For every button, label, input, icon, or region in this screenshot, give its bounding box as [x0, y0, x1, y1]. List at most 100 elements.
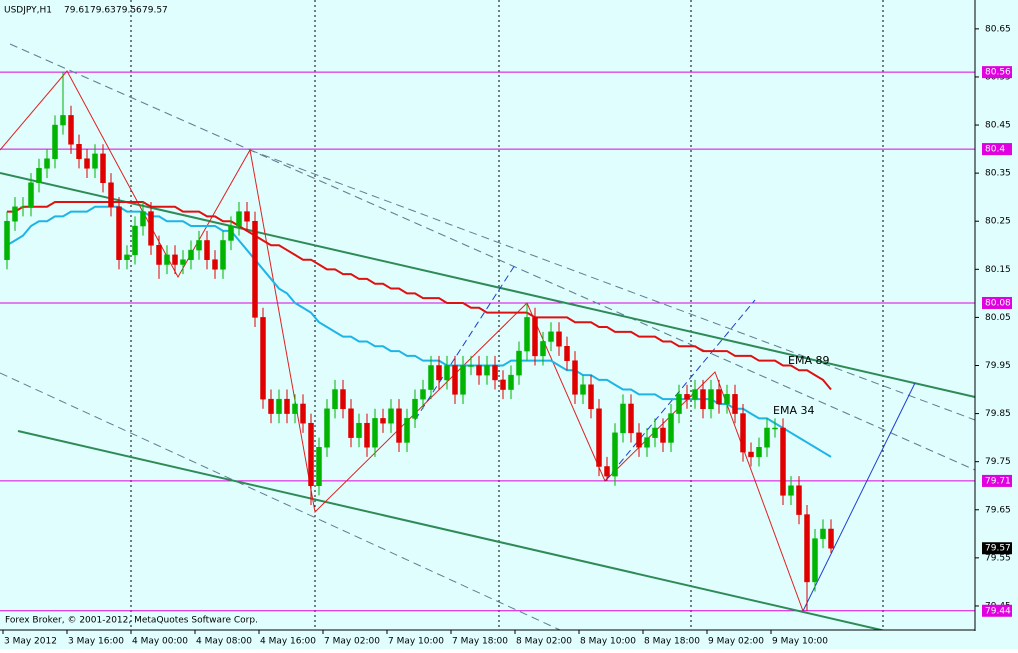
y-tick-label: 80.25	[985, 217, 1011, 227]
candle-body	[300, 403, 306, 424]
candle-body	[332, 389, 338, 410]
price-label-bg	[982, 143, 1012, 156]
candle-body	[724, 394, 730, 405]
candle-body	[524, 317, 530, 352]
candle-body	[612, 432, 618, 477]
candle-body	[132, 225, 138, 256]
candle-body	[404, 418, 410, 443]
y-tick-label: 80.05	[985, 313, 1011, 323]
candle-body	[148, 211, 154, 246]
candle-body	[740, 413, 746, 453]
ohlc-low: 79.56	[116, 6, 142, 16]
candle-body	[700, 389, 706, 410]
candle-body	[540, 341, 546, 357]
x-tick-label: 4 May 08:00	[196, 637, 252, 647]
candle-body	[316, 447, 322, 486]
x-tick-label: 4 May 16:00	[260, 637, 316, 647]
candle-body	[492, 365, 498, 381]
candle-body	[308, 422, 314, 486]
candle-body	[284, 398, 290, 414]
candle-body	[380, 418, 386, 424]
candle-body	[564, 346, 570, 361]
candle-body	[244, 211, 250, 222]
candle-body	[220, 240, 226, 270]
candle-body	[668, 413, 674, 443]
price-axis-bg	[975, 0, 1018, 649]
candle-body	[156, 245, 162, 265]
channel-dashed	[9, 43, 976, 471]
candle-body	[108, 182, 114, 208]
candle-body	[444, 365, 450, 381]
candle-body	[372, 418, 378, 448]
x-tick-label: 9 May 02:00	[708, 637, 764, 647]
candle-body	[764, 427, 770, 448]
projection-dashed	[604, 299, 756, 482]
candle-body	[732, 394, 738, 414]
candle-body	[228, 225, 234, 241]
candle-body	[500, 379, 506, 390]
x-tick-label: 4 May 00:00	[132, 637, 188, 647]
candle-body	[276, 398, 282, 414]
candle-body	[52, 124, 58, 159]
candle-body	[268, 398, 274, 414]
candle-body	[572, 360, 578, 395]
x-tick-label: 3 May 2012	[4, 637, 57, 647]
candle-body	[388, 408, 394, 424]
candle-body	[644, 437, 650, 448]
y-tick-label: 80.35	[985, 169, 1011, 179]
candle-body	[324, 408, 330, 448]
candle-body	[44, 158, 50, 169]
y-tick-label: 79.75	[985, 457, 1011, 467]
y-tick-label: 79.95	[985, 361, 1011, 371]
candle-body	[116, 206, 122, 260]
trend-line	[0, 172, 976, 398]
candle-body	[820, 528, 826, 539]
candle-body	[292, 403, 298, 414]
candle-body	[92, 153, 98, 169]
candle-body	[68, 115, 74, 145]
candle-body	[596, 408, 602, 467]
candle-body	[828, 528, 834, 549]
y-tick-label: 80.45	[985, 121, 1011, 131]
ohlc-high: 79.63	[90, 6, 116, 16]
candle-body	[436, 365, 442, 381]
x-tick-label: 7 May 02:00	[324, 637, 380, 647]
candle-body	[748, 451, 754, 458]
symbol: USDJPY,H1	[4, 6, 52, 16]
x-tick-label: 8 May 18:00	[644, 637, 700, 647]
candle-body	[76, 144, 82, 159]
price-label: 80.4	[985, 145, 1005, 155]
candle-body	[548, 331, 554, 342]
channel-dashed	[249, 149, 976, 421]
candle-body	[636, 432, 642, 448]
candle-body	[124, 254, 130, 260]
x-tick-label: 9 May 10:00	[772, 637, 828, 647]
price-label-bg	[982, 66, 1012, 79]
price-label: 79.71	[985, 476, 1011, 486]
ema-label: EMA 34	[773, 404, 814, 417]
candle-body	[20, 206, 26, 209]
candle-body	[260, 317, 266, 400]
candle-body	[452, 365, 458, 395]
y-tick-label: 79.55	[985, 553, 1011, 563]
candle-body	[468, 365, 474, 367]
candle-body	[84, 158, 90, 169]
candle-body	[772, 427, 778, 430]
candle-body	[428, 365, 434, 390]
candle-body	[588, 384, 594, 410]
y-tick-label: 80.65	[985, 24, 1011, 34]
candle-body	[356, 422, 362, 438]
candle-body	[460, 365, 466, 395]
candle-body	[684, 394, 690, 400]
candle-body	[212, 259, 218, 270]
axes: 80.6580.5580.4580.3580.2580.1580.0579.95…	[2, 24, 1012, 647]
candle-body	[340, 389, 346, 410]
current-price-bg	[982, 542, 1012, 555]
y-tick-label: 79.65	[985, 505, 1011, 515]
candle-body	[4, 220, 10, 260]
x-tick-label: 8 May 10:00	[580, 637, 636, 647]
candle-body	[532, 317, 538, 357]
trend-line	[17, 430, 891, 633]
